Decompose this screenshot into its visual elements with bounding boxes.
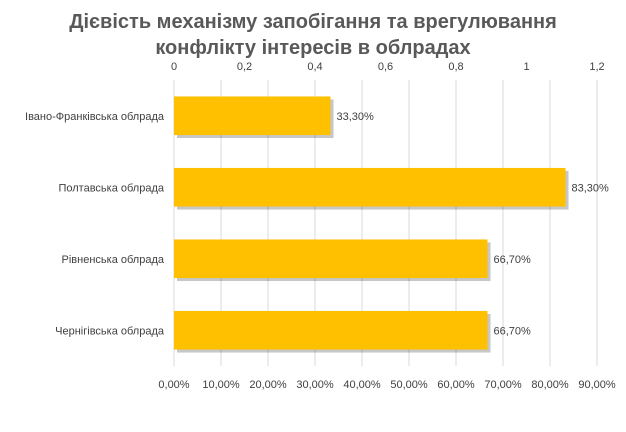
data-label: 66,70% — [493, 254, 531, 266]
category-label: Полтавська облрада — [58, 182, 164, 194]
category-label: Чернігівська облрада — [55, 325, 165, 337]
bar — [174, 167, 566, 207]
bar — [174, 310, 488, 350]
top-axis-tick-label: 0,6 — [378, 61, 393, 73]
top-axis-tick-label: 0,8 — [448, 61, 463, 73]
top-axis-ticks: 0 0,2 0,4 0,6 0,8 1 1,2 — [171, 61, 605, 73]
bottom-axis-tick-label: 70,00% — [484, 379, 522, 391]
top-axis-tick-label: 1,2 — [589, 61, 604, 73]
bottom-axis-tick-label: 50,00% — [390, 379, 428, 391]
category-label: Рівненська облрада — [62, 254, 165, 266]
category-label: Івано-Франківська облрада — [25, 111, 165, 123]
data-label: 83,30% — [572, 182, 610, 194]
bottom-axis-tick-label: 40,00% — [343, 379, 381, 391]
bottom-axis-ticks: 0,00% 10,00% 20,00% 30,00% 40,00% 50,00% 60,00… — [158, 379, 615, 391]
chart-title-line-2: конфлікту інтересів в облрадах — [155, 37, 470, 59]
bottom-axis-tick-label: 30,00% — [296, 379, 334, 391]
data-label: 33,30% — [337, 111, 375, 123]
category-labels: Івано-Франківська облрада Полтавська облр… — [25, 111, 165, 338]
bottom-axis-tick-label: 90,00% — [578, 379, 616, 391]
bars — [174, 96, 569, 353]
bottom-axis-tick-label: 0,00% — [158, 379, 189, 391]
chart-title-line-1: Дієвість механізму запобігання та врегул… — [69, 11, 557, 33]
bottom-axis-tick-label: 80,00% — [531, 379, 569, 391]
data-labels: 33,30% 83,30% 66,70% 66,70% — [337, 111, 610, 338]
bottom-axis-tick-label: 10,00% — [202, 379, 240, 391]
bottom-axis-tick-label: 20,00% — [249, 379, 287, 391]
top-axis-tick-label: 1 — [523, 61, 529, 73]
data-label: 66,70% — [493, 325, 531, 337]
top-axis-tick-label: 0,2 — [237, 61, 252, 73]
top-axis-tick-label: 0 — [171, 61, 177, 73]
bar — [174, 96, 331, 136]
bar — [174, 239, 488, 279]
top-axis-tick-label: 0,4 — [307, 61, 322, 73]
bottom-axis-tick-label: 60,00% — [437, 379, 475, 391]
